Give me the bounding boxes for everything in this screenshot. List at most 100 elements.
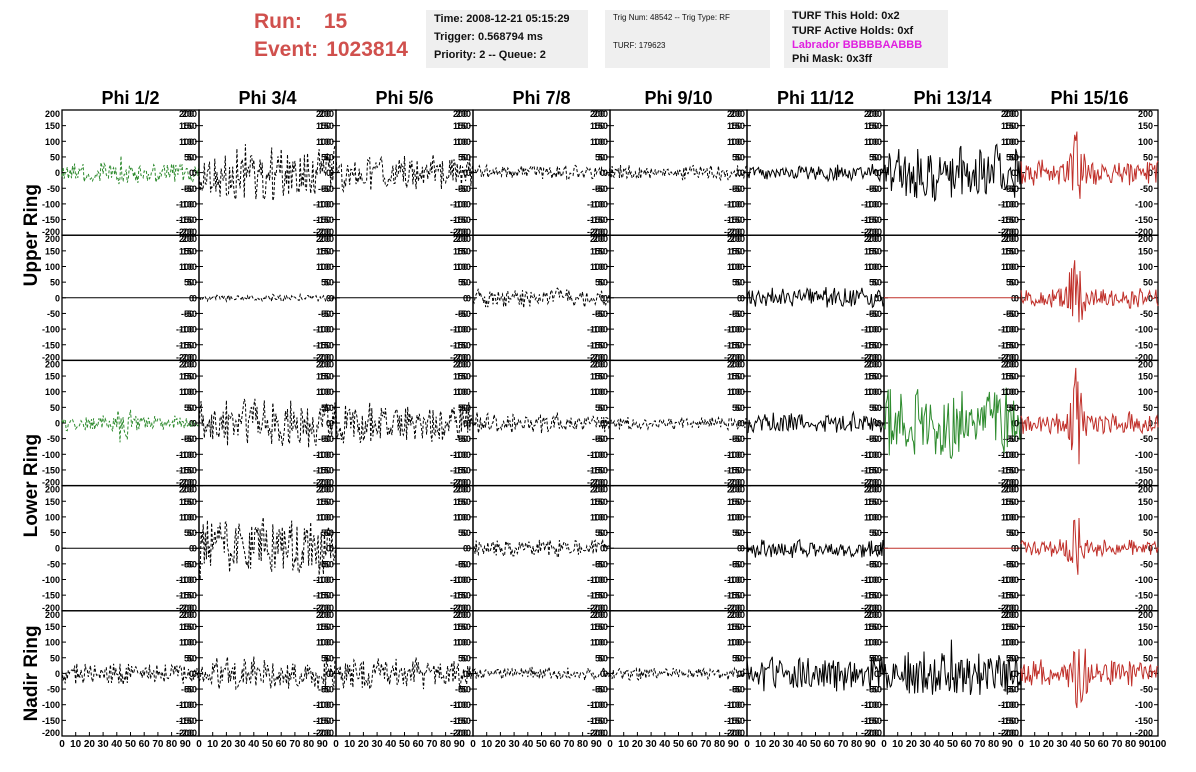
y-tick-label: -100 xyxy=(316,575,334,585)
y-tick-label: -100 xyxy=(590,700,608,710)
y-tick-label: -50 xyxy=(732,685,745,695)
x-tick-label: 80 xyxy=(1125,739,1137,750)
y-tick-label: 0 xyxy=(600,544,605,554)
x-tick-label: 10 xyxy=(618,739,630,750)
y-tick-label: 200 xyxy=(179,610,194,620)
y-tick-label: -150 xyxy=(864,465,882,475)
y-tick-label: -150 xyxy=(42,591,60,601)
y-tick-label: 100 xyxy=(316,262,331,272)
y-tick-label: 50 xyxy=(872,278,882,288)
event-value: 1023814 xyxy=(326,38,408,61)
y-tick-label: 100 xyxy=(453,137,468,147)
x-tick-label: 90 xyxy=(1002,739,1014,750)
y-tick-label: -150 xyxy=(450,340,468,350)
y-tick-label: -100 xyxy=(1001,199,1019,209)
time-text: Time: 2008-12-21 05:15:29 xyxy=(434,13,570,25)
y-tick-label: -200 xyxy=(861,603,879,613)
y-tick-label: -200 xyxy=(724,603,742,613)
y-tick-label: 0 xyxy=(1014,168,1019,178)
y-tick-label: -50 xyxy=(1003,559,1016,569)
y-tick-label: -50 xyxy=(729,685,742,695)
y-tick-label: 200 xyxy=(456,485,471,495)
y-tick-label: -200 xyxy=(864,227,882,237)
y-tick-label: 50 xyxy=(1143,152,1153,162)
y-tick-label: 200 xyxy=(456,234,471,244)
y-tick-label: 150 xyxy=(593,121,608,131)
y-tick-label: 100 xyxy=(179,137,194,147)
x-tick-label: 70 xyxy=(837,739,849,750)
y-tick-label: -100 xyxy=(864,700,882,710)
y-tick-label: -150 xyxy=(453,716,471,726)
y-tick-label: -100 xyxy=(998,450,1016,460)
y-tick-label: 150 xyxy=(45,622,60,632)
y-tick-label: 200 xyxy=(319,485,334,495)
y-tick-label: 50 xyxy=(50,403,60,413)
y-tick-label: -200 xyxy=(176,478,194,488)
run-value: 15 xyxy=(323,10,348,33)
y-tick-label: -100 xyxy=(587,199,605,209)
y-tick-label: -100 xyxy=(1135,575,1153,585)
y-tick-label: -50 xyxy=(181,184,194,194)
y-tick-label: 50 xyxy=(321,278,331,288)
y-tick-label: -50 xyxy=(732,184,745,194)
y-tick-label: 150 xyxy=(45,121,60,131)
waveform-trace-r4-c6 xyxy=(746,538,885,559)
y-tick-label: 200 xyxy=(590,109,605,119)
y-tick-label: 150 xyxy=(1138,121,1153,131)
y-tick-label: -100 xyxy=(450,575,468,585)
y-tick-label: -50 xyxy=(318,685,331,695)
y-tick-label: -100 xyxy=(1135,700,1153,710)
y-tick-label: -50 xyxy=(729,559,742,569)
y-tick-label: 0 xyxy=(192,293,197,303)
waveform-trace-r5-c7 xyxy=(883,639,1022,696)
x-tick-label: 70 xyxy=(152,739,164,750)
y-tick-label: 100 xyxy=(867,137,882,147)
y-tick-label: -200 xyxy=(861,227,879,237)
priority-text: Priority: 2 -- Queue: 2 xyxy=(434,49,546,61)
y-tick-label: 150 xyxy=(179,121,194,131)
y-tick-label: 50 xyxy=(732,403,742,413)
y-tick-label: 50 xyxy=(732,152,742,162)
y-tick-label: -50 xyxy=(321,309,334,319)
y-tick-label: -100 xyxy=(176,575,194,585)
waveform-trace-r5-c5 xyxy=(609,666,748,681)
y-tick-label: -100 xyxy=(42,450,60,460)
y-tick-label: 0 xyxy=(600,168,605,178)
y-tick-label: -50 xyxy=(318,309,331,319)
y-tick-label: 150 xyxy=(316,121,331,131)
y-tick-label: 200 xyxy=(182,109,197,119)
y-tick-label: 50 xyxy=(50,653,60,663)
y-tick-label: 200 xyxy=(316,109,331,119)
x-tick-label: 20 xyxy=(632,739,644,750)
y-tick-label: 50 xyxy=(324,278,334,288)
y-tick-label: 50 xyxy=(1143,653,1153,663)
y-tick-label: 200 xyxy=(867,109,882,119)
y-tick-label: -50 xyxy=(1006,559,1019,569)
y-tick-label: -150 xyxy=(727,215,745,225)
y-tick-label: -200 xyxy=(864,603,882,613)
y-tick-label: 100 xyxy=(319,387,334,397)
y-tick-label: -200 xyxy=(316,478,334,488)
y-tick-label: -100 xyxy=(179,700,197,710)
y-tick-label: 0 xyxy=(600,293,605,303)
y-tick-label: -50 xyxy=(455,685,468,695)
y-tick-label: -200 xyxy=(998,227,1016,237)
y-tick-label: 50 xyxy=(324,653,334,663)
y-tick-label: -150 xyxy=(587,591,605,601)
y-tick-label: -50 xyxy=(1003,309,1016,319)
waveform-trace-r1-c2 xyxy=(198,144,337,202)
y-tick-label: 50 xyxy=(184,152,194,162)
y-tick-label: 100 xyxy=(456,262,471,272)
y-tick-label: -200 xyxy=(590,478,608,488)
y-tick-label: 0 xyxy=(192,669,197,679)
y-tick-label: -200 xyxy=(316,603,334,613)
y-tick-label: 150 xyxy=(730,622,745,632)
y-tick-label: 100 xyxy=(590,387,605,397)
y-tick-label: -50 xyxy=(1003,685,1016,695)
waveform-trace-r4-c2 xyxy=(198,517,337,580)
y-tick-label: 50 xyxy=(461,403,471,413)
y-tick-label: -50 xyxy=(318,184,331,194)
y-tick-label: -150 xyxy=(42,340,60,350)
y-tick-label: 150 xyxy=(1138,622,1153,632)
y-tick-label: 200 xyxy=(45,234,60,244)
